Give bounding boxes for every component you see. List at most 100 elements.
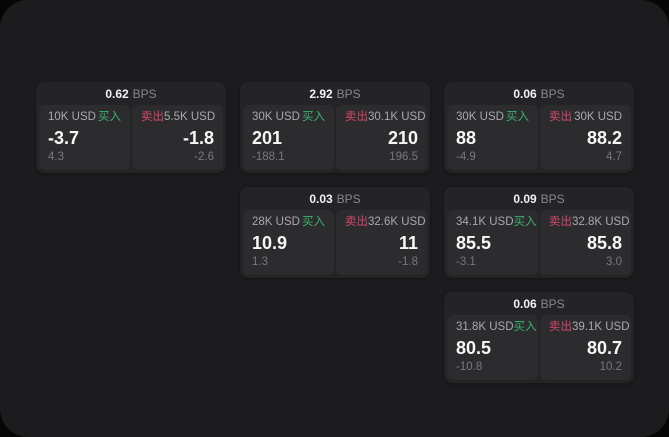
- spread-header: 2.92 BPS: [240, 82, 430, 105]
- sell-quote-tile[interactable]: 卖出 30.1K USD 210 196.5: [336, 105, 427, 170]
- buy-price: 80.5: [456, 337, 492, 358]
- spread-unit-label: BPS: [336, 191, 361, 206]
- buy-notional: 31.8K USD: [456, 321, 514, 333]
- spread-value: 0.62: [105, 86, 129, 101]
- sell-side-label: 卖出: [345, 216, 368, 228]
- sell-quote-tile[interactable]: 卖出 39.1K USD 80.7 10.2: [540, 315, 631, 380]
- sell-quote-tile[interactable]: 卖出 5.5K USD -1.8 -2.6: [132, 105, 223, 170]
- sell-price: 11: [398, 232, 418, 253]
- buy-price: 85.5: [456, 232, 492, 253]
- buy-secondary-value: -10.8: [456, 361, 483, 373]
- quote-card: 0.62 BPS 10K USD 买入 -3.7 4.3 卖出 5.5K USD…: [36, 82, 226, 173]
- sell-tile-top: 卖出 32.6K USD: [345, 216, 426, 229]
- spread-value: 0.06: [513, 86, 537, 101]
- spread-unit-label: BPS: [336, 86, 361, 101]
- buy-price: 88: [456, 127, 477, 148]
- sell-notional: 32.8K USD: [572, 216, 630, 228]
- buy-notional: 10K USD: [48, 111, 96, 123]
- spread-header: 0.06 BPS: [444, 292, 634, 315]
- quote-card: 2.92 BPS 30K USD 买入 201 -188.1 卖出 30.1K …: [240, 82, 430, 173]
- sell-price: 210: [387, 127, 418, 148]
- buy-secondary-value: -188.1: [252, 151, 285, 163]
- sell-quote-tile[interactable]: 卖出 30K USD 88.2 4.7: [540, 105, 631, 170]
- buy-side-label: 买入: [98, 111, 121, 123]
- buy-secondary-value: 4.3: [48, 151, 64, 163]
- sell-notional: 30.1K USD: [368, 111, 426, 123]
- sell-secondary-value: 10.2: [599, 361, 622, 373]
- quote-body: 30K USD 买入 88 -4.9 卖出 30K USD 88.2 4.7: [444, 105, 634, 173]
- buy-notional: 30K USD: [456, 111, 504, 123]
- sell-tile-top: 卖出 39.1K USD: [549, 321, 630, 334]
- sell-quote-tile[interactable]: 卖出 32.6K USD 11 -1.8: [336, 210, 427, 275]
- quote-card: 0.06 BPS 30K USD 买入 88 -4.9 卖出 30K USD 8…: [444, 82, 634, 173]
- buy-tile-top: 30K USD 买入: [456, 111, 529, 124]
- quote-body: 10K USD 买入 -3.7 4.3 卖出 5.5K USD -1.8 -2.…: [36, 105, 226, 173]
- quote-card: 0.03 BPS 28K USD 买入 10.9 1.3 卖出 32.6K US…: [240, 187, 430, 278]
- spread-header: 0.03 BPS: [240, 187, 430, 210]
- buy-secondary-value: -4.9: [456, 151, 476, 163]
- buy-notional: 30K USD: [252, 111, 300, 123]
- buy-tile-top: 34.1K USD 买入: [456, 216, 537, 229]
- buy-quote-tile[interactable]: 31.8K USD 买入 80.5 -10.8: [447, 315, 538, 380]
- spread-value: 2.92: [309, 86, 333, 101]
- sell-tile-top: 卖出 5.5K USD: [141, 111, 216, 124]
- buy-notional: 28K USD: [252, 216, 300, 228]
- sell-notional: 30K USD: [574, 111, 622, 123]
- sell-notional: 39.1K USD: [572, 321, 630, 333]
- sell-tile-top: 卖出 30K USD: [549, 111, 622, 124]
- buy-price: 201: [252, 127, 283, 148]
- sell-secondary-value: -2.6: [194, 151, 214, 163]
- sell-notional: 5.5K USD: [164, 111, 216, 123]
- buy-price: 10.9: [252, 232, 288, 253]
- buy-tile-top: 10K USD 买入: [48, 111, 121, 124]
- buy-price: -3.7: [48, 127, 80, 148]
- buy-notional: 34.1K USD: [456, 216, 514, 228]
- sell-side-label: 卖出: [141, 111, 164, 123]
- spread-header: 0.09 BPS: [444, 187, 634, 210]
- spread-unit-label: BPS: [132, 86, 157, 101]
- quote-card: 0.06 BPS 31.8K USD 买入 80.5 -10.8 卖出 39.1…: [444, 292, 634, 383]
- buy-side-label: 买入: [302, 111, 325, 123]
- sell-price: 85.8: [586, 232, 622, 253]
- buy-tile-top: 30K USD 买入: [252, 111, 325, 124]
- buy-quote-tile[interactable]: 34.1K USD 买入 85.5 -3.1: [447, 210, 538, 275]
- spread-unit-label: BPS: [540, 296, 565, 311]
- buy-quote-tile[interactable]: 30K USD 买入 88 -4.9: [447, 105, 538, 170]
- quote-body: 34.1K USD 买入 85.5 -3.1 卖出 32.8K USD 85.8…: [444, 210, 634, 278]
- buy-side-label: 买入: [302, 216, 325, 228]
- sell-secondary-value: 3.0: [606, 256, 622, 268]
- sell-side-label: 卖出: [345, 111, 368, 123]
- sell-price: 88.2: [586, 127, 622, 148]
- buy-quote-tile[interactable]: 28K USD 买入 10.9 1.3: [243, 210, 334, 275]
- quote-body: 30K USD 买入 201 -188.1 卖出 30.1K USD 210 1…: [240, 105, 430, 173]
- sell-secondary-value: 4.7: [606, 151, 622, 163]
- buy-tile-top: 31.8K USD 买入: [456, 321, 537, 334]
- sell-tile-top: 卖出 30.1K USD: [345, 111, 426, 124]
- buy-side-label: 买入: [513, 216, 537, 228]
- buy-tile-top: 28K USD 买入: [252, 216, 325, 229]
- spread-value: 0.06: [513, 296, 537, 311]
- quote-body: 28K USD 买入 10.9 1.3 卖出 32.6K USD 11 -1.8: [240, 210, 430, 278]
- spread-unit-label: BPS: [540, 86, 565, 101]
- buy-quote-tile[interactable]: 10K USD 买入 -3.7 4.3: [39, 105, 130, 170]
- sell-price: -1.8: [182, 127, 214, 148]
- sell-secondary-value: 196.5: [389, 151, 418, 163]
- sell-tile-top: 卖出 32.8K USD: [549, 216, 630, 229]
- sell-quote-tile[interactable]: 卖出 32.8K USD 85.8 3.0: [540, 210, 631, 275]
- sell-price: 80.7: [586, 337, 622, 358]
- spread-header: 0.06 BPS: [444, 82, 634, 105]
- sell-side-label: 卖出: [549, 111, 572, 123]
- buy-side-label: 买入: [506, 111, 529, 123]
- sell-notional: 32.6K USD: [368, 216, 426, 228]
- quote-body: 31.8K USD 买入 80.5 -10.8 卖出 39.1K USD 80.…: [444, 315, 634, 383]
- spread-unit-label: BPS: [540, 191, 565, 206]
- quote-card: 0.09 BPS 34.1K USD 买入 85.5 -3.1 卖出 32.8K…: [444, 187, 634, 278]
- spread-value: 0.03: [309, 191, 333, 206]
- spread-value: 0.09: [513, 191, 537, 206]
- buy-side-label: 买入: [513, 321, 537, 333]
- spread-header: 0.62 BPS: [36, 82, 226, 105]
- buy-secondary-value: -3.1: [456, 256, 476, 268]
- sell-side-label: 卖出: [549, 321, 572, 333]
- buy-quote-tile[interactable]: 30K USD 买入 201 -188.1: [243, 105, 334, 170]
